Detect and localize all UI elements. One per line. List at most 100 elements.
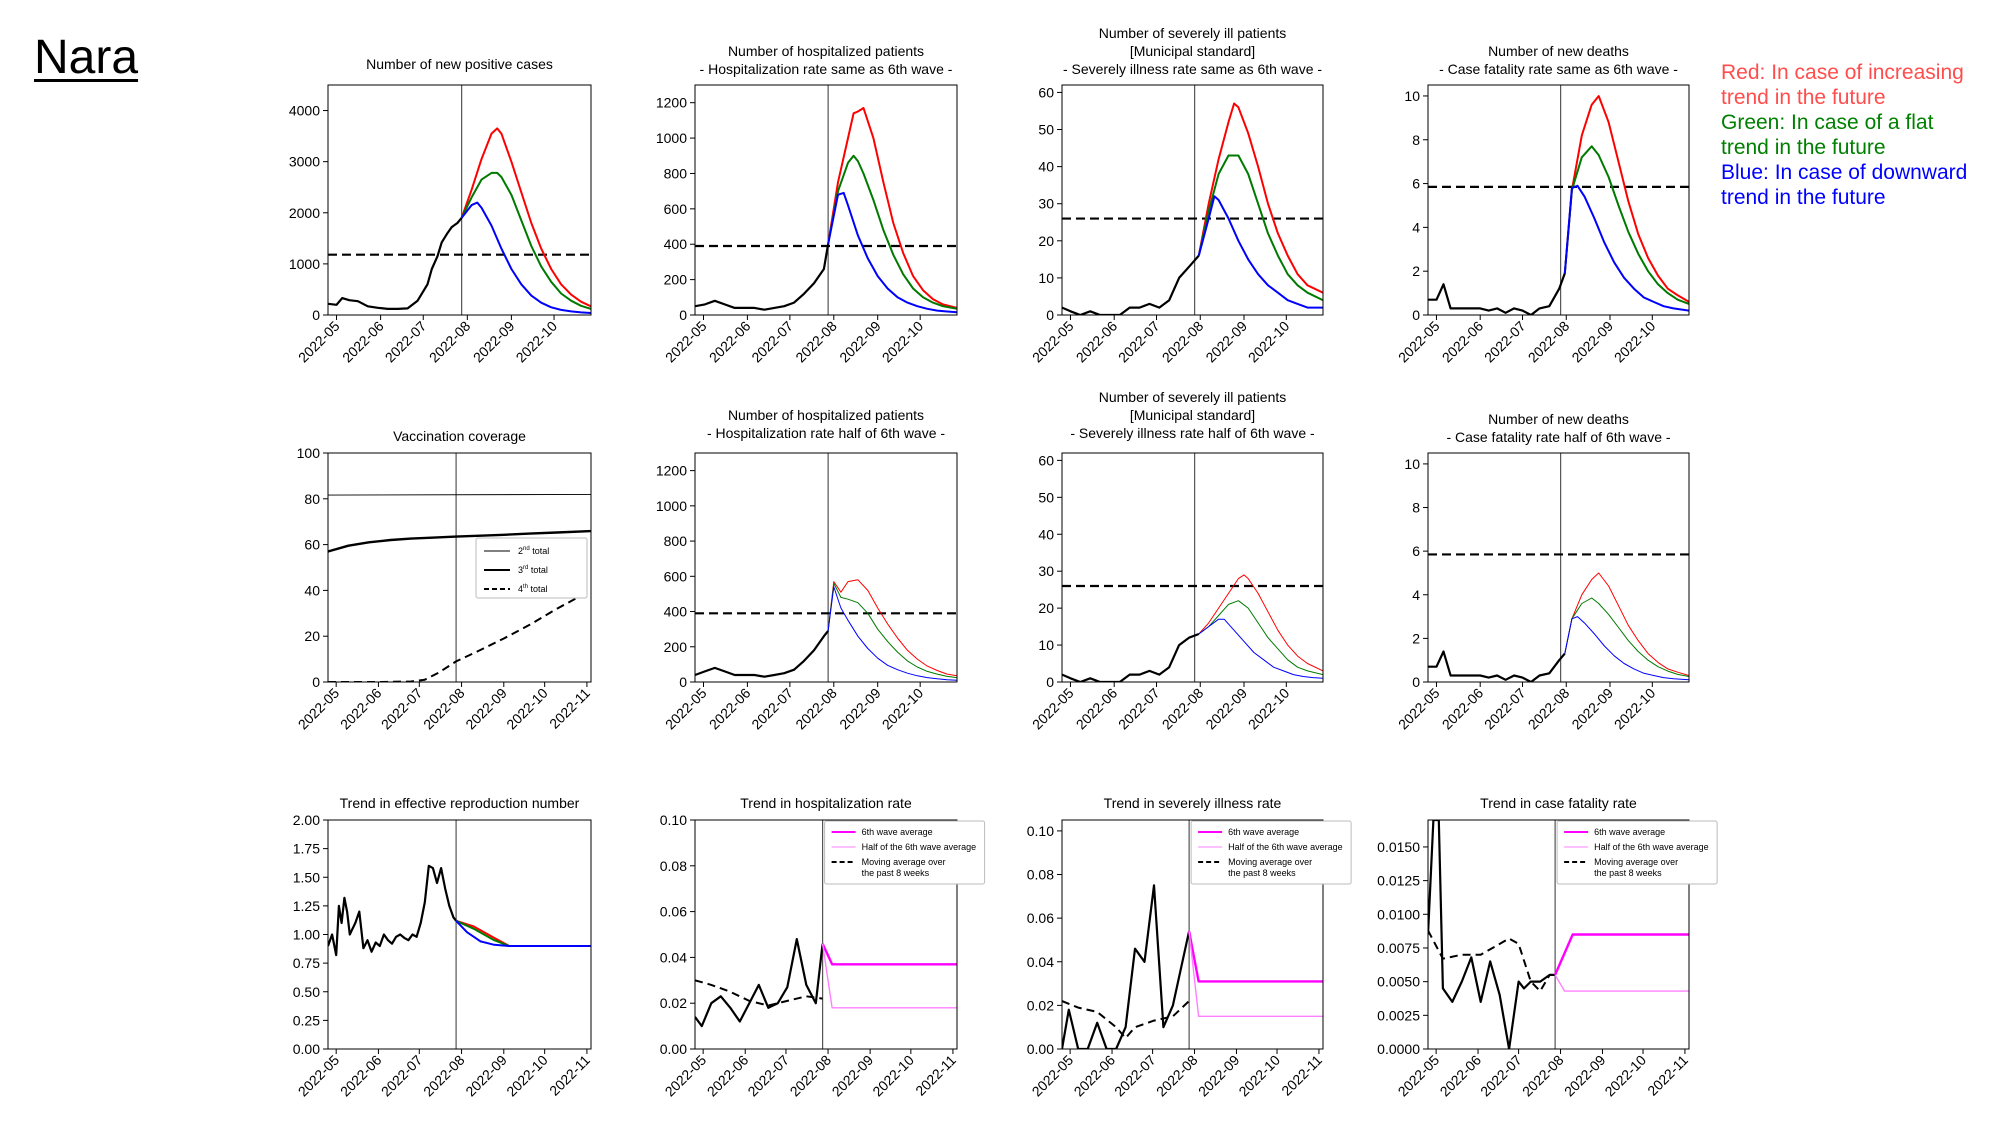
x-tick-label: 2022-07	[748, 318, 796, 366]
y-tick-label: 1.75	[293, 841, 320, 857]
y-tick-label: 0	[679, 307, 687, 323]
y-tick-label: 1200	[656, 95, 687, 111]
y-tick-label: 0	[679, 674, 687, 690]
y-tick-label: 0	[1046, 674, 1054, 690]
y-tick-label: 0.08	[1027, 867, 1054, 883]
chart-title: Vaccination coverage	[393, 428, 526, 444]
y-tick-label: 30	[1038, 563, 1054, 579]
series-line-increase	[827, 107, 957, 309]
x-tick-label: 2022-05	[1395, 318, 1443, 366]
chart-deaths-half: Number of new deaths - Case fatality rate…	[1395, 411, 1690, 733]
chart-hosp-half: Number of hospitalized patients - Hospita…	[656, 407, 958, 733]
chart-title: - Case fatality rate half of 6th wave -	[1446, 429, 1670, 445]
series-line-sixth_avg	[821, 943, 957, 966]
plot-frame	[1427, 452, 1690, 683]
x-tick-label: 2022-09	[1195, 1052, 1243, 1100]
plot-frame	[694, 819, 958, 1050]
plot-frame	[1427, 819, 1690, 1050]
x-tick-label: 2022-09	[829, 1052, 877, 1100]
chart-severe-rate: Trend in severely illness rate 0.00 0.02 0.…	[1027, 795, 1352, 1100]
legend-label-base: 4	[518, 584, 523, 594]
series-line-flat	[1563, 145, 1689, 305]
series-group	[1062, 884, 1323, 1049]
chart-title: Number of severely ill patients	[1099, 389, 1287, 405]
chart-title: - Hospitalization rate same as 6th wave …	[700, 61, 953, 77]
x-tick-label: 2022-08	[426, 318, 474, 366]
x-tick-label: 2022-09	[836, 685, 884, 733]
series-line-flat	[455, 919, 591, 947]
y-tick-label: 0.0050	[1377, 974, 1420, 990]
x-tick-label: 2022-07	[1481, 685, 1529, 733]
x-tick-label: 2022-05	[662, 685, 710, 733]
y-tick-label: 0.02	[660, 995, 687, 1011]
series-line-actual	[1062, 884, 1191, 1049]
series-line-actual	[1062, 632, 1200, 682]
series-line-down	[1563, 184, 1689, 312]
x-tick-label: 2022-07	[382, 318, 430, 366]
x-tick-label: 2022-05	[1029, 1052, 1077, 1100]
plot-frame	[694, 84, 958, 316]
chart-severe-half: Number of severely ill patients [Municipa…	[1029, 389, 1324, 733]
y-tick-label: 10	[1038, 637, 1054, 653]
y-tick-label: 60	[304, 537, 320, 553]
series-line-increase	[1197, 102, 1323, 294]
rate-legend: 6th wave average Half of the 6th wave ave…	[824, 820, 986, 885]
x-tick-label: 2022-09	[1202, 685, 1250, 733]
series-line-actual	[695, 630, 829, 678]
x-tick-label: 2022-07	[1115, 318, 1163, 366]
series-line-actual	[328, 864, 457, 957]
x-tick-label: 2022-08	[1525, 318, 1573, 366]
legend-box	[824, 820, 986, 885]
legend-label: Half of the 6th wave average	[1228, 842, 1343, 852]
chart-hosp-same: Number of hospitalized patients - Hospita…	[656, 43, 958, 366]
series-group	[695, 579, 957, 681]
chart-hosp-rate: Trend in hospitalization rate 0.00 0.02 0.0…	[660, 795, 986, 1100]
series-line-moving	[1428, 930, 1551, 993]
series-line-moving	[1062, 1000, 1190, 1040]
y-tick-label: 0.04	[1027, 954, 1054, 970]
chart-deaths-same: Number of new deaths - Case fatality rate…	[1395, 43, 1690, 366]
chart-title: - Hospitalization rate half of 6th wave …	[707, 425, 945, 441]
series-group	[1062, 102, 1323, 315]
scenario-note-line: Blue: In case of downward	[1721, 161, 1968, 184]
legend-label-base: 2	[518, 546, 523, 556]
x-tick-label: 2022-10	[503, 1052, 551, 1100]
chart-title: - Severely illness rate half of 6th wave…	[1070, 425, 1315, 441]
chart-title: [Municipal standard]	[1130, 407, 1255, 423]
series-line-thick	[328, 529, 591, 553]
scenario-legend: Red: In case of increasing trend in the f…	[1721, 60, 1967, 210]
scenario-note-line: trend in the future	[1721, 136, 1886, 159]
y-tick-label: 0.0025	[1377, 1007, 1420, 1023]
x-tick-label: 2022-09	[836, 318, 884, 366]
y-tick-label: 200	[664, 272, 688, 288]
x-tick-label: 2022-09	[1568, 685, 1616, 733]
series-line-thin	[328, 493, 591, 496]
x-tick-label: 2022-08	[792, 685, 840, 733]
series-line-actual	[328, 217, 463, 310]
x-tick-label: 2022-08	[1153, 1052, 1201, 1100]
x-tick-label: 2022-06	[1439, 685, 1487, 733]
y-tick-label: 0.25	[293, 1012, 320, 1028]
y-tick-label: 2000	[289, 205, 320, 221]
y-tick-label: 80	[304, 491, 320, 507]
rate-legend: 6th wave average Half of the 6th wave ave…	[1556, 820, 1718, 885]
y-tick-label: 50	[1038, 122, 1054, 138]
x-tick-label: 2022-06	[1439, 318, 1487, 366]
series-line-actual	[1428, 650, 1566, 682]
legend-label: Moving average over	[1228, 857, 1312, 867]
series-line-actual	[695, 937, 824, 1028]
x-tick-label: 2022-10	[879, 685, 927, 733]
plot-frame	[327, 84, 592, 316]
y-tick-label: 0.04	[660, 949, 687, 965]
series-line-down	[460, 201, 591, 314]
y-tick-label: 0.0150	[1377, 839, 1420, 855]
y-tick-label: 20	[1038, 600, 1054, 616]
series-line-down	[1197, 195, 1323, 309]
y-tick-label: 100	[297, 445, 321, 461]
x-tick-label: 2022-11	[1644, 1052, 1691, 1099]
series-line-increase	[455, 919, 591, 947]
y-tick-label: 0.00	[660, 1041, 687, 1057]
y-tick-label: 2	[1412, 630, 1420, 646]
y-tick-label: 60	[1038, 84, 1054, 100]
